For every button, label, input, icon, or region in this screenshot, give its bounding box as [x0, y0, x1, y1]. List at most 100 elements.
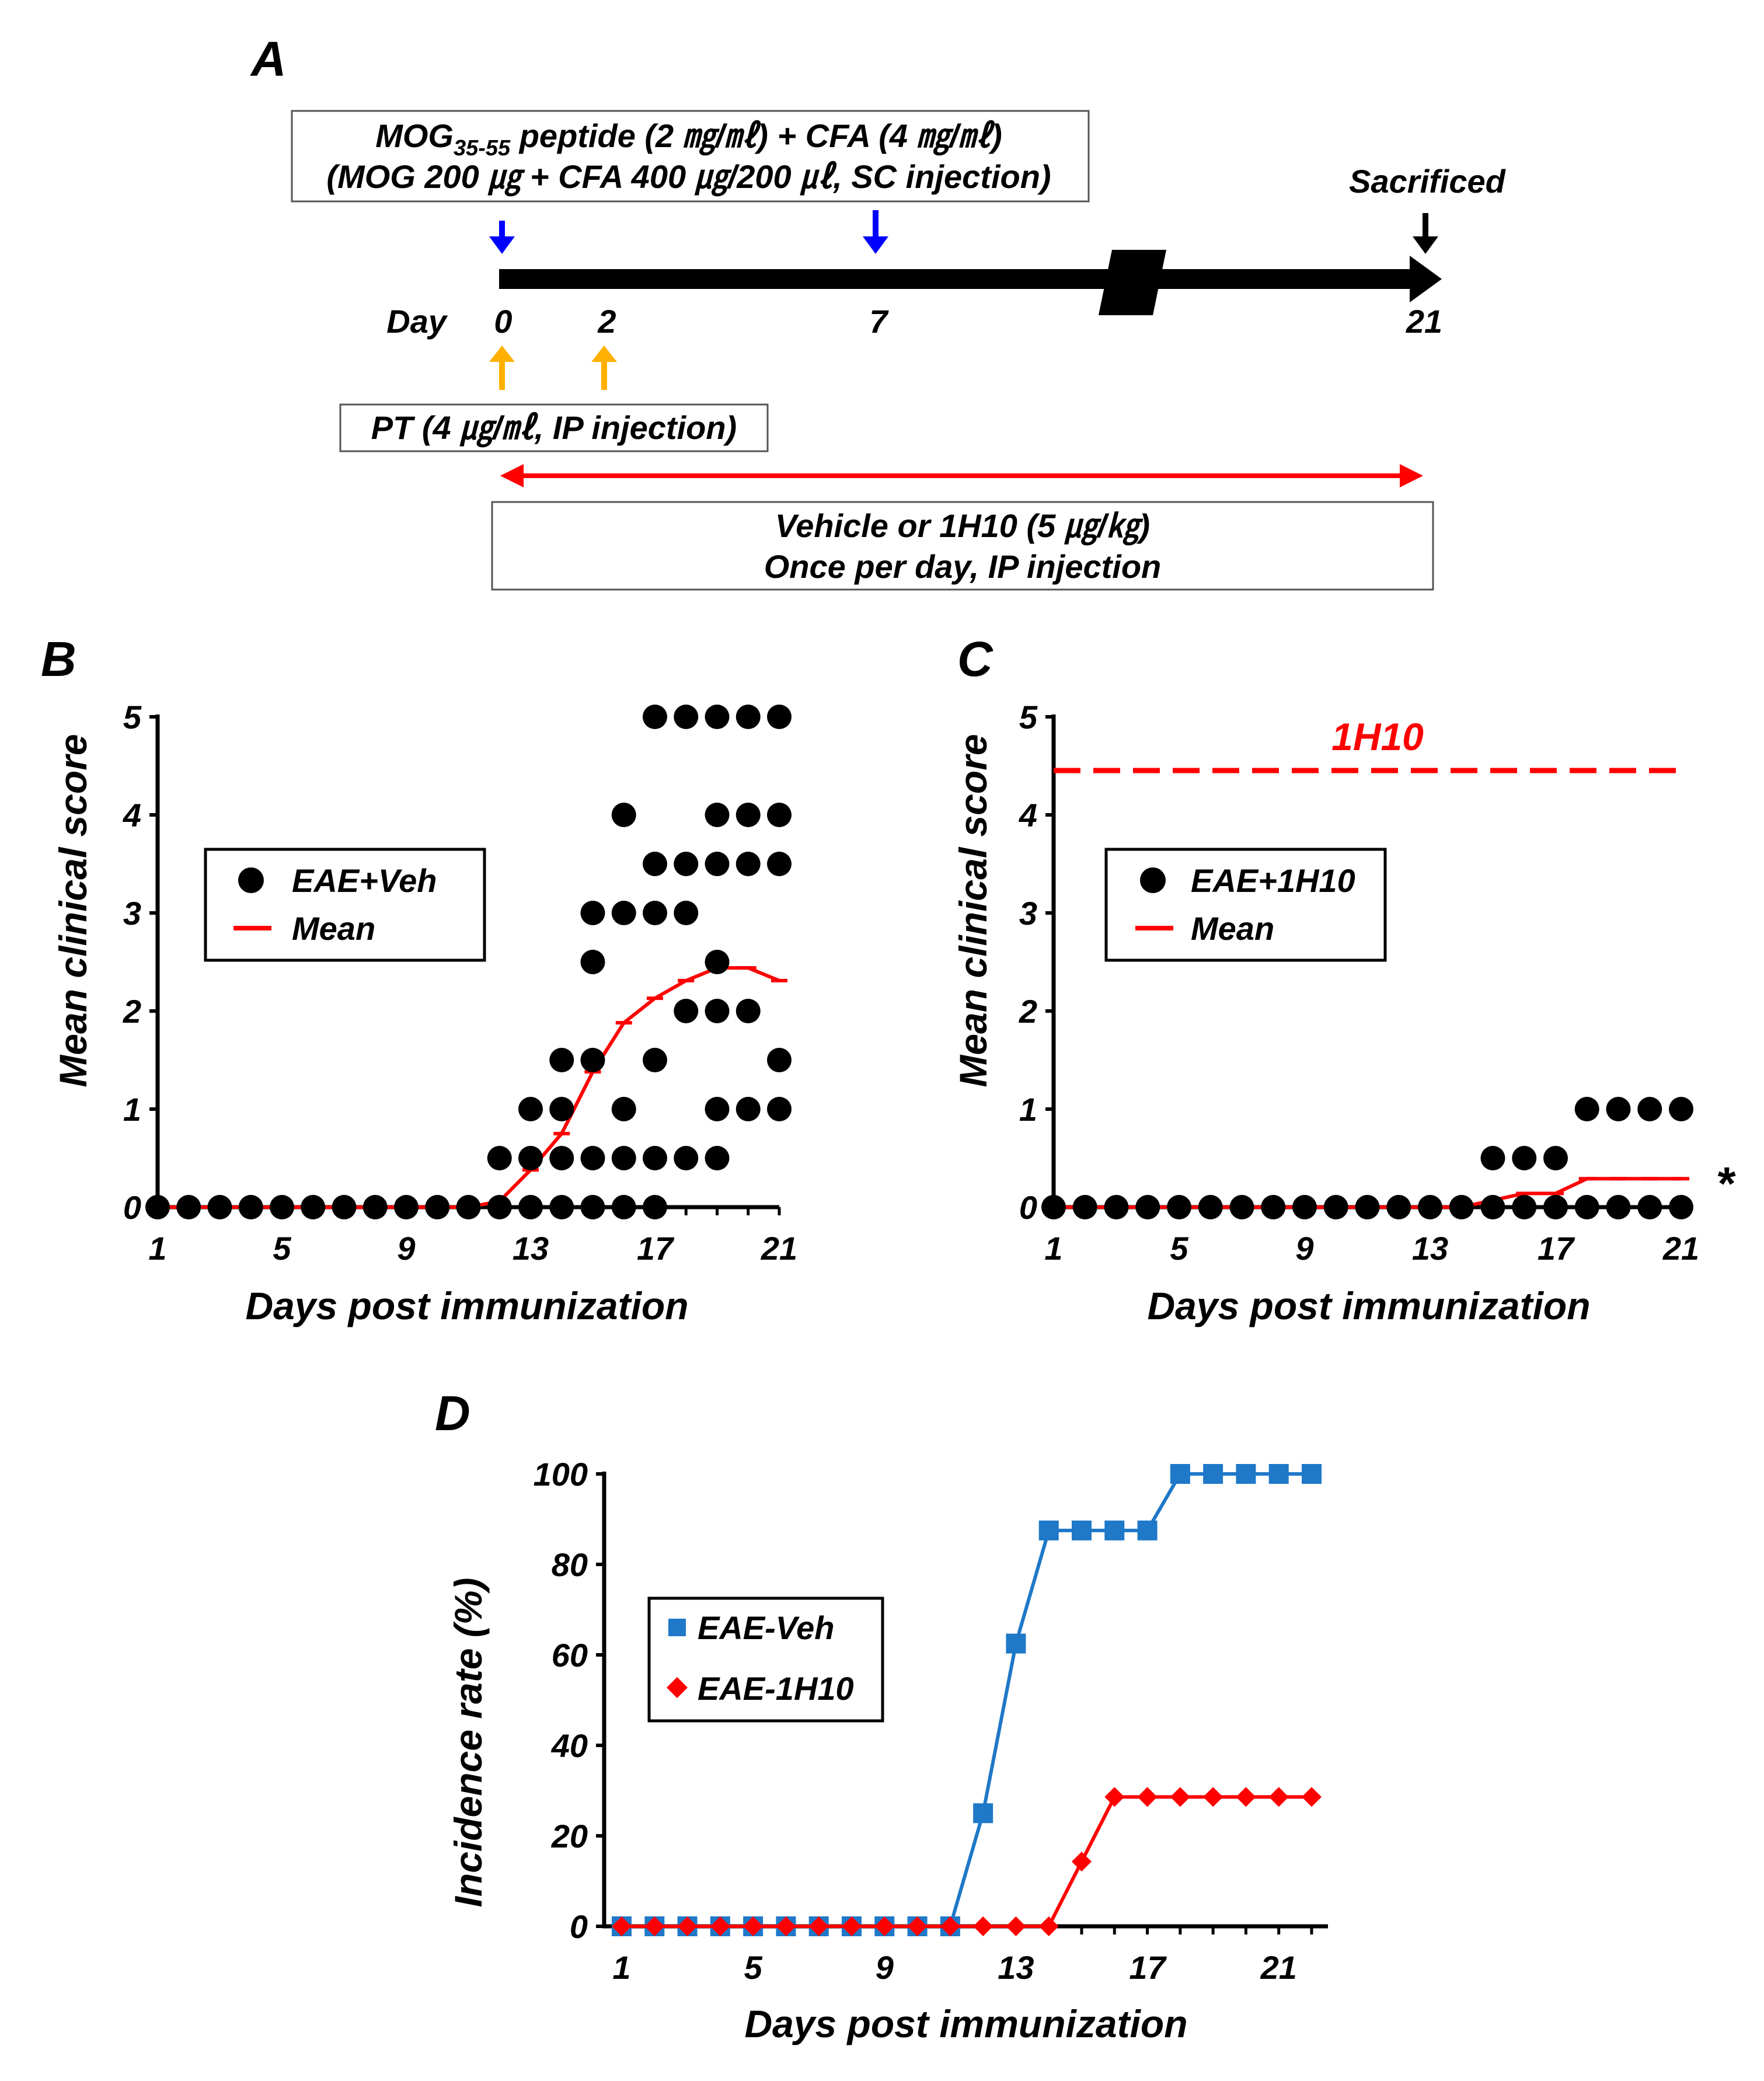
b-y-tick-label: 0: [123, 1189, 141, 1226]
b-legend-veh: EAE+Veh: [292, 862, 437, 899]
c-data-point: [1072, 1195, 1097, 1219]
c-data-point: [1261, 1195, 1286, 1219]
b-data-point: [643, 1195, 667, 1219]
b-y-tick-label: 5: [123, 699, 142, 736]
c-data-point: [1606, 1195, 1631, 1219]
d-legend-1h10-marker: [667, 1677, 688, 1698]
d-veh-marker: [1137, 1520, 1158, 1540]
c-data-point: [1669, 1195, 1693, 1219]
c-data-point: [1637, 1195, 1662, 1219]
d-x-axis-label: Days post immunization: [744, 2002, 1187, 2045]
b-data-point: [611, 1146, 636, 1170]
b-data-point: [705, 852, 730, 876]
d-1h10-marker: [1268, 1787, 1289, 1807]
panel-a-label: A: [250, 32, 287, 86]
c-y-tick-label: 0: [1019, 1189, 1037, 1226]
mog-line-1: MOG35-55 peptide (2 ㎎/㎖) + CFA (4 ㎎/㎖): [375, 117, 1002, 161]
c-data-point: [1669, 1097, 1693, 1121]
b-data-point: [301, 1195, 326, 1219]
b-data-point: [611, 803, 636, 827]
c-data-point: [1386, 1195, 1411, 1219]
b-data-point: [611, 1097, 636, 1121]
timeline-arrowhead: [1410, 256, 1442, 302]
panel-b-label: B: [41, 632, 76, 686]
b-x-tick-label: 13: [513, 1230, 549, 1267]
day-7: 7: [869, 303, 889, 340]
c-annotation-1h10: 1H10: [1331, 715, 1424, 758]
b-data-point: [767, 1048, 792, 1072]
d-1h10-marker: [940, 1916, 960, 1936]
d-x-tick-label: 13: [998, 1949, 1034, 1986]
b-x-tick-label: 9: [397, 1230, 415, 1267]
b-data-point: [238, 1195, 263, 1219]
d-1h10-marker: [1302, 1787, 1322, 1807]
b-y-tick-label: 4: [123, 797, 141, 834]
d-x-tick-label: 9: [876, 1949, 894, 1986]
b-data-point: [611, 1195, 636, 1219]
d-y-tick-label: 100: [534, 1456, 588, 1493]
b-data-point: [643, 852, 667, 876]
d-1h10-marker: [1236, 1787, 1256, 1807]
d-1h10-marker: [1203, 1787, 1223, 1807]
d-1h10-marker: [1137, 1787, 1158, 1807]
b-data-point: [487, 1146, 512, 1170]
d-veh-marker: [1072, 1520, 1092, 1540]
c-data-point: [1198, 1195, 1223, 1219]
b-data-point: [674, 901, 699, 925]
b-legend-marker: [238, 867, 264, 893]
day-label: Day: [386, 303, 448, 340]
d-veh-marker: [1203, 1464, 1223, 1484]
c-y-tick-label: 3: [1019, 895, 1037, 932]
b-data-point: [735, 705, 761, 729]
panel-d: D Incidence rate (%) Days post immunizat…: [435, 1386, 1328, 2045]
d-x-tick-label: 17: [1129, 1949, 1167, 1986]
panel-c: C Mean clinical score Days post immuniza…: [951, 632, 1736, 1327]
d-1h10-marker: [874, 1916, 895, 1936]
d-veh-marker: [1268, 1464, 1289, 1484]
d-y-tick-label: 60: [552, 1637, 588, 1674]
vehicle-line-1: Vehicle or 1H10 (5 ㎍/㎏): [775, 507, 1150, 546]
b-data-point: [580, 1195, 605, 1219]
d-y-tick-label: 20: [551, 1818, 588, 1855]
pt-text: PT (4 ㎍/㎖, IP injection): [371, 409, 737, 448]
vehicle-box: [491, 501, 1434, 591]
b-data-point: [705, 1097, 730, 1121]
c-legend-mean: Mean: [1191, 910, 1274, 947]
d-y-tick-label: 80: [552, 1546, 588, 1583]
b-data-point: [674, 999, 699, 1023]
c-x-tick-label: 21: [1662, 1230, 1699, 1267]
c-y-tick-label: 4: [1019, 797, 1037, 834]
c-data-point: [1135, 1195, 1160, 1219]
d-legend-1h10: EAE-1H10: [698, 1670, 854, 1707]
c-significance-star: *: [1716, 1158, 1736, 1209]
d-1h10-marker: [776, 1916, 796, 1936]
d-x-tick-label: 1: [612, 1949, 630, 1986]
b-data-point: [705, 950, 730, 974]
d-1h10-marker: [1072, 1852, 1092, 1872]
c-data-point: [1543, 1195, 1568, 1219]
c-data-point: [1292, 1195, 1317, 1219]
mog-box: [291, 110, 1090, 203]
d-1h10-marker: [743, 1916, 764, 1936]
d-veh-marker: [1236, 1464, 1256, 1484]
sacrificed-label: Sacrificed: [1349, 163, 1506, 200]
c-x-tick-label: 5: [1170, 1230, 1188, 1267]
d-x-tick-label: 5: [744, 1949, 763, 1986]
day-0: 0: [494, 303, 512, 340]
d-1h10-marker: [677, 1916, 698, 1936]
b-data-point: [549, 1146, 574, 1170]
orange-arrowhead-2: [591, 346, 617, 362]
b-data-point: [518, 1146, 543, 1170]
b-data-point: [674, 1146, 699, 1170]
b-data-point: [580, 950, 605, 974]
c-data-point: [1355, 1195, 1380, 1219]
c-data-point: [1449, 1195, 1474, 1219]
c-data-point: [1104, 1195, 1129, 1219]
b-data-point: [549, 1097, 574, 1121]
b-data-point: [643, 705, 667, 729]
d-y-axis-label: Incidence rate (%): [447, 1578, 490, 1908]
mog-line-2: (MOG 200 ㎍ + CFA 400 ㎍/200 ㎕, SC injecti…: [326, 158, 1051, 197]
c-data-point: [1167, 1195, 1191, 1219]
b-data-point: [705, 705, 730, 729]
b-x-tick-label: 21: [761, 1230, 797, 1267]
